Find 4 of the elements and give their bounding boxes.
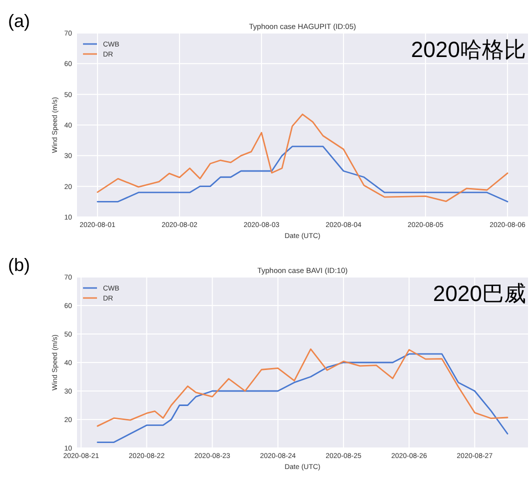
text: (b) — [8, 255, 30, 275]
annotation: 2020哈格比 — [411, 37, 526, 62]
annotation: 2020巴威 — [433, 281, 526, 306]
text: (a) — [8, 11, 30, 31]
